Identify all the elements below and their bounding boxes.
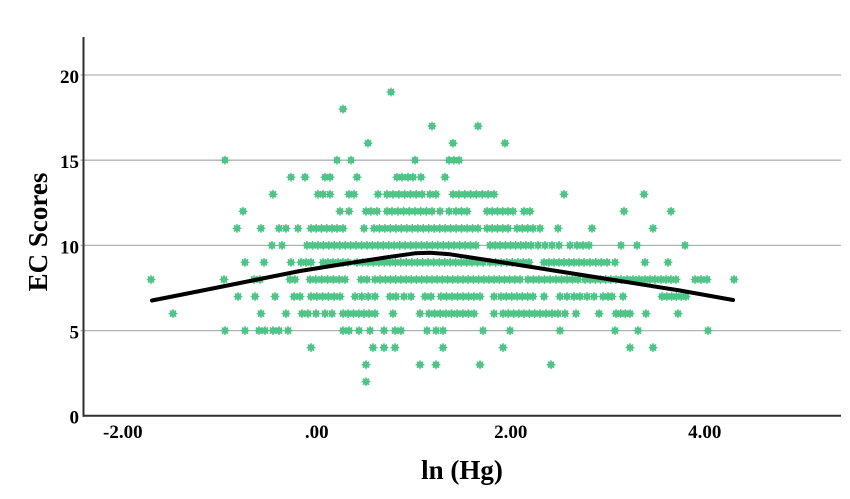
svg-text:10: 10 <box>60 237 79 258</box>
svg-text:EC Scores: EC Scores <box>23 173 53 292</box>
svg-text:5: 5 <box>70 323 80 344</box>
svg-text:15: 15 <box>60 152 79 173</box>
svg-text:-2.00: -2.00 <box>103 422 143 443</box>
svg-text:0: 0 <box>70 408 80 429</box>
svg-text:2.00: 2.00 <box>494 422 527 443</box>
svg-text:ln (Hg): ln (Hg) <box>421 455 503 485</box>
svg-text:4.00: 4.00 <box>688 422 721 443</box>
svg-text:20: 20 <box>60 67 79 88</box>
svg-text:.00: .00 <box>305 422 329 443</box>
